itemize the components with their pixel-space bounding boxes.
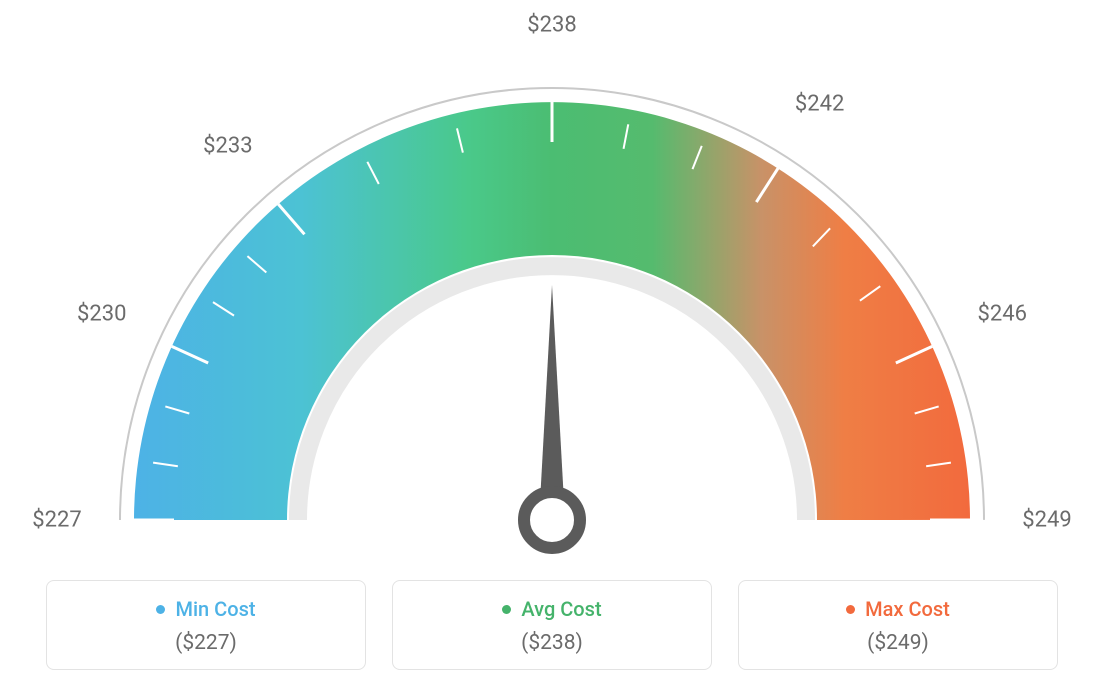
- legend-title-text-min: Min Cost: [175, 597, 255, 621]
- gauge-tick-label: $249: [1022, 508, 1071, 533]
- legend-title-max: Max Cost: [846, 597, 950, 621]
- legend-dot-max: [846, 605, 855, 614]
- legend-dot-avg: [502, 605, 511, 614]
- gauge-tick-label: $246: [978, 302, 1027, 327]
- legend-card-max: Max Cost ($249): [738, 580, 1058, 670]
- gauge-svg: [0, 0, 1104, 560]
- gauge-tick-label: $238: [527, 13, 576, 38]
- gauge-chart: $227 $230 $233 $238 $242 $246 $249: [0, 0, 1104, 560]
- legend-value-max: ($249): [739, 631, 1057, 655]
- legend-title-text-avg: Avg Cost: [521, 597, 601, 621]
- legend-row: Min Cost ($227) Avg Cost ($238) Max Cost…: [0, 580, 1104, 670]
- gauge-tick-label: $230: [77, 302, 126, 327]
- legend-dot-min: [156, 605, 165, 614]
- legend-title-min: Min Cost: [156, 597, 255, 621]
- gauge-tick-label: $233: [203, 133, 252, 158]
- legend-value-avg: ($238): [393, 631, 711, 655]
- legend-card-avg: Avg Cost ($238): [392, 580, 712, 670]
- gauge-tick-label: $227: [32, 508, 81, 533]
- legend-card-min: Min Cost ($227): [46, 580, 366, 670]
- legend-title-avg: Avg Cost: [502, 597, 601, 621]
- gauge-tick-label: $242: [795, 91, 844, 116]
- legend-value-min: ($227): [47, 631, 365, 655]
- legend-title-text-max: Max Cost: [865, 597, 950, 621]
